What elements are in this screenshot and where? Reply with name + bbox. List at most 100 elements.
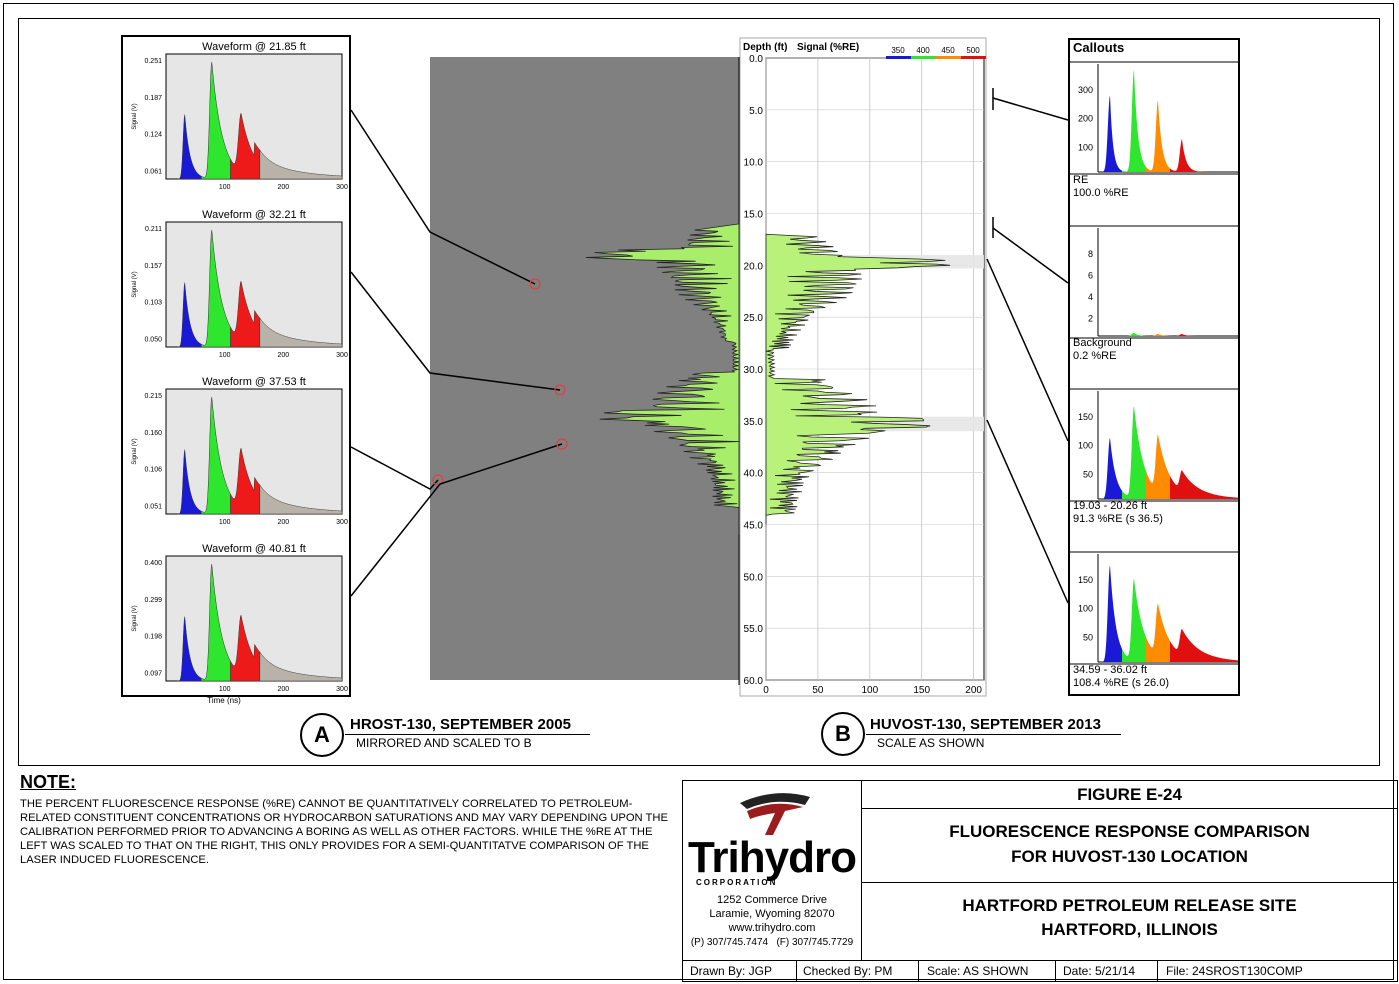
legend-label: 400 xyxy=(916,46,930,55)
callout-ytick-label: 2 xyxy=(1088,314,1093,324)
waveform-ytick-label: 0.061 xyxy=(144,168,162,175)
legend-label: 350 xyxy=(891,46,905,55)
legend-swatch xyxy=(886,56,911,59)
signal-xtick-label: 50 xyxy=(812,685,824,696)
waveform-channel-area xyxy=(259,651,343,682)
titleblock-info-row xyxy=(682,960,1398,982)
callout-channel-area xyxy=(1170,139,1238,172)
callout-ytick-label: 100 xyxy=(1078,142,1093,152)
legend-swatch xyxy=(911,56,936,59)
waveform-xtick-label: 300 xyxy=(336,519,348,526)
depth-tick-label: 15.0 xyxy=(744,210,764,221)
callout-connector-line xyxy=(992,227,1069,284)
depth-tick-label: 30.0 xyxy=(744,365,764,376)
callout-channel-area xyxy=(1098,437,1122,499)
callout-channel-area xyxy=(1122,70,1146,172)
callout-channel-area xyxy=(1098,95,1122,172)
legend-label: 450 xyxy=(941,46,955,55)
info-sep-4 xyxy=(1157,960,1158,982)
figure-number: FIGURE E-24 xyxy=(1077,785,1182,804)
signal-header: Signal (%RE) xyxy=(797,42,859,53)
callout-ytick-label: 100 xyxy=(1078,604,1093,614)
waveform-connector-line xyxy=(350,271,561,391)
waveform-ytick-label: 0.051 xyxy=(144,503,162,510)
info-sep-2 xyxy=(918,960,919,982)
callout-3-label: 19.03 - 20.26 ft 91.3 %RE (s 36.5) xyxy=(1073,500,1163,525)
waveform-ytick-label: 0.198 xyxy=(144,634,162,641)
waveform-connector-line xyxy=(350,443,563,597)
caption-a-rule xyxy=(345,734,590,735)
sample-depth-marker xyxy=(529,278,541,290)
depth-tick-label: 50.0 xyxy=(744,572,764,583)
waveform-xtick-label: 100 xyxy=(219,184,231,191)
sample-depth-marker xyxy=(432,474,444,486)
waveform-xtick-label: 100 xyxy=(219,519,231,526)
waveform-connector-line xyxy=(350,446,439,490)
info-sep-3 xyxy=(1055,960,1056,982)
waveform-ytick-label: 0.097 xyxy=(144,670,162,677)
sample-depth-marker xyxy=(554,384,566,396)
callout-channel-area xyxy=(1098,565,1122,662)
drawn-by: Drawn By: JGP xyxy=(690,964,773,978)
depth-header: Depth (ft) xyxy=(743,42,787,53)
callout-ytick-label: 300 xyxy=(1078,85,1093,95)
waveform-ytick-label: 0.299 xyxy=(144,597,162,604)
signal-xtick-label: 200 xyxy=(965,685,982,696)
caption-b-subtitle: SCALE AS SHOWN xyxy=(877,736,985,750)
legend-swatch xyxy=(936,56,961,59)
waveform-channel-area xyxy=(177,449,202,515)
checked-by: Checked By: PM xyxy=(803,964,893,978)
waveform-xtick-label: 200 xyxy=(277,352,289,359)
drawing-frame xyxy=(3,3,1394,980)
figure-title-2: FOR HUVOST-130 LOCATION xyxy=(1011,847,1248,866)
waveform-ylabel: Signal (V) xyxy=(132,605,138,631)
callout-ytick-label: 150 xyxy=(1078,575,1093,585)
mirrored-log-background xyxy=(430,57,739,680)
trihydro-logo-icon xyxy=(740,793,810,835)
callout-channel-area xyxy=(1146,434,1170,499)
caption-a-subtitle: MIRRORED AND SCALED TO B xyxy=(356,736,532,750)
waveform-channel-area xyxy=(177,616,202,682)
depth-tick-label: 35.0 xyxy=(744,417,764,428)
waveform-channel-area xyxy=(230,614,261,682)
waveform-xlabel: Time (ns) xyxy=(207,696,241,705)
depth-tick-label: 0.0 xyxy=(749,54,763,65)
waveform-xtick-label: 200 xyxy=(277,519,289,526)
callouts-panel xyxy=(1068,38,1240,696)
callout-channel-area xyxy=(1122,578,1146,662)
waveform-title: Waveform @ 21.85 ft xyxy=(202,41,306,53)
signal-xtick-label: 100 xyxy=(861,685,878,696)
signal-xtick-label: 0 xyxy=(763,685,769,696)
callout-ytick-label: 100 xyxy=(1078,441,1093,451)
callout-ytick-label: 50 xyxy=(1083,469,1093,479)
waveform-xtick-label: 300 xyxy=(336,352,348,359)
signal-profile-b xyxy=(765,233,951,525)
caption-b-rule xyxy=(866,734,1121,735)
signal-xtick-label: 150 xyxy=(913,685,930,696)
waveform-channel-area xyxy=(200,563,231,682)
waveform-ytick-label: 0.187 xyxy=(144,95,162,102)
info-sep-1 xyxy=(796,960,797,982)
waveform-ytick-label: 0.050 xyxy=(144,336,162,343)
callout-channel-area xyxy=(1170,470,1238,499)
waveform-ytick-label: 0.103 xyxy=(144,300,162,307)
caption-a-letter: A xyxy=(300,713,344,757)
date: Date: 5/21/14 xyxy=(1063,964,1136,978)
waveform-channel-area xyxy=(200,396,231,515)
waveform-ylabel: Signal (V) xyxy=(132,103,138,129)
callout-channel-area xyxy=(1146,100,1170,172)
waveform-channel-area xyxy=(259,149,343,180)
callout-channel-area xyxy=(1122,332,1146,336)
scale: Scale: AS SHOWN xyxy=(927,964,1029,978)
waveform-xtick-label: 100 xyxy=(219,686,231,693)
waveform-xtick-label: 300 xyxy=(336,184,348,191)
callout-channel-area xyxy=(1146,603,1170,662)
waveform-channel-area xyxy=(200,229,231,348)
waveform-title: Waveform @ 40.81 ft xyxy=(202,543,306,555)
company-web: www.trihydro.com xyxy=(728,922,816,934)
callout-connector-line xyxy=(986,419,1069,604)
depth-tick-label: 5.0 xyxy=(749,106,763,117)
